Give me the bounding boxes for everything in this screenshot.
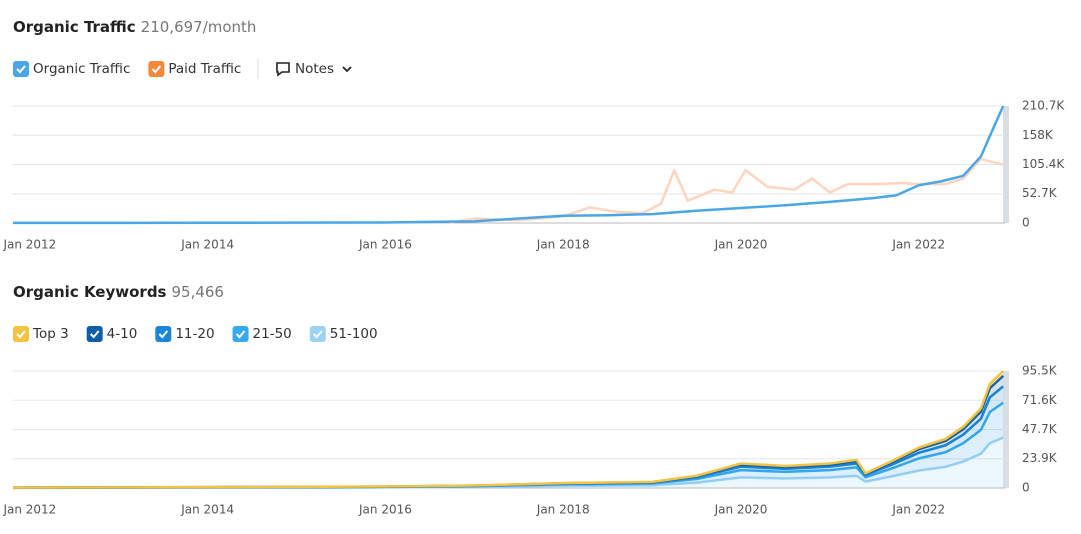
- legend-item[interactable]: Paid Traffic: [148, 61, 241, 77]
- series-area: [13, 402, 1004, 488]
- checkmark: [16, 65, 26, 74]
- legend-checkbox: [148, 61, 165, 77]
- chart-title: Organic Keywords: [13, 283, 167, 301]
- checkmark: [235, 330, 246, 339]
- x-tick-label: Jan 2012: [2, 503, 56, 517]
- y-tick-label: 0: [1022, 216, 1030, 230]
- notes-icon: [276, 62, 290, 77]
- y-tick-label: 23.9K: [1022, 451, 1058, 465]
- legend-item[interactable]: 4-10: [86, 326, 138, 342]
- x-tick-label: Jan 2020: [714, 238, 768, 252]
- checkmark: [151, 65, 162, 74]
- notes-label[interactable]: Notes: [295, 61, 334, 77]
- checkmark: [16, 330, 26, 339]
- range-handle: [1003, 106, 1009, 223]
- x-tick-label: Jan 2022: [891, 503, 945, 517]
- legend-checkbox: [232, 326, 249, 342]
- x-tick-label: Jan 2016: [358, 503, 412, 517]
- y-tick-label: 71.6K: [1022, 393, 1058, 407]
- notes-button[interactable]: Notes: [276, 61, 352, 77]
- legend-item[interactable]: Top 3: [13, 326, 69, 342]
- legend-label: 4-10: [107, 326, 138, 342]
- legend-checkbox: [309, 326, 326, 342]
- y-tick-label: 0: [1022, 481, 1030, 495]
- x-tick-label: Jan 2014: [180, 503, 234, 517]
- checkmark: [158, 330, 169, 339]
- y-tick-label: 210.7K: [1022, 99, 1065, 113]
- y-tick-label: 47.7K: [1022, 422, 1058, 436]
- series-area: [13, 437, 1004, 488]
- y-tick-label: 52.7K: [1022, 186, 1058, 200]
- checkmark: [313, 330, 323, 339]
- legend-label: Organic Traffic: [33, 61, 130, 77]
- legend-label: 51-100: [330, 326, 378, 342]
- x-tick-label: Jan 2018: [536, 238, 590, 252]
- legend-item[interactable]: 51-100: [309, 326, 378, 342]
- legend-item[interactable]: Organic Traffic: [13, 61, 130, 77]
- legend-item[interactable]: 21-50: [232, 326, 292, 342]
- x-tick-label: Jan 2012: [2, 238, 56, 252]
- chart-subtitle: 210,697/month: [141, 18, 257, 36]
- chart-subtitle: 95,466: [171, 283, 224, 301]
- keywords-heading: Organic Keywords 95,466: [13, 283, 224, 301]
- x-tick-label: Jan 2016: [358, 238, 412, 252]
- checkmark: [89, 330, 100, 339]
- y-tick-label: 158K: [1022, 128, 1054, 142]
- legend-label: 11-20: [175, 326, 214, 342]
- x-tick-label: Jan 2020: [714, 503, 768, 517]
- legend-checkbox: [13, 326, 29, 342]
- x-tick-label: Jan 2014: [180, 238, 234, 252]
- x-tick-label: Jan 2018: [536, 503, 590, 517]
- y-tick-label: 105.4K: [1022, 157, 1065, 171]
- legend-label: 21-50: [253, 326, 292, 342]
- chevron: [342, 66, 352, 73]
- traffic-heading: Organic Traffic 210,697/month: [13, 18, 256, 36]
- legend-item[interactable]: 11-20: [155, 326, 215, 342]
- x-tick-label: Jan 2022: [891, 238, 945, 252]
- legend-checkbox: [86, 326, 103, 342]
- y-tick-label: 95.5K: [1022, 364, 1058, 378]
- legend-label: Paid Traffic: [168, 61, 241, 77]
- chart-title: Organic Traffic: [13, 18, 136, 36]
- legend-label: Top 3: [32, 326, 69, 342]
- series-line: [12, 370, 1005, 489]
- legend-checkbox: [155, 326, 172, 342]
- series-line: [447, 157, 1004, 225]
- series-line: [12, 105, 1005, 225]
- range-handle: [1003, 371, 1009, 488]
- legend-checkbox: [13, 61, 29, 77]
